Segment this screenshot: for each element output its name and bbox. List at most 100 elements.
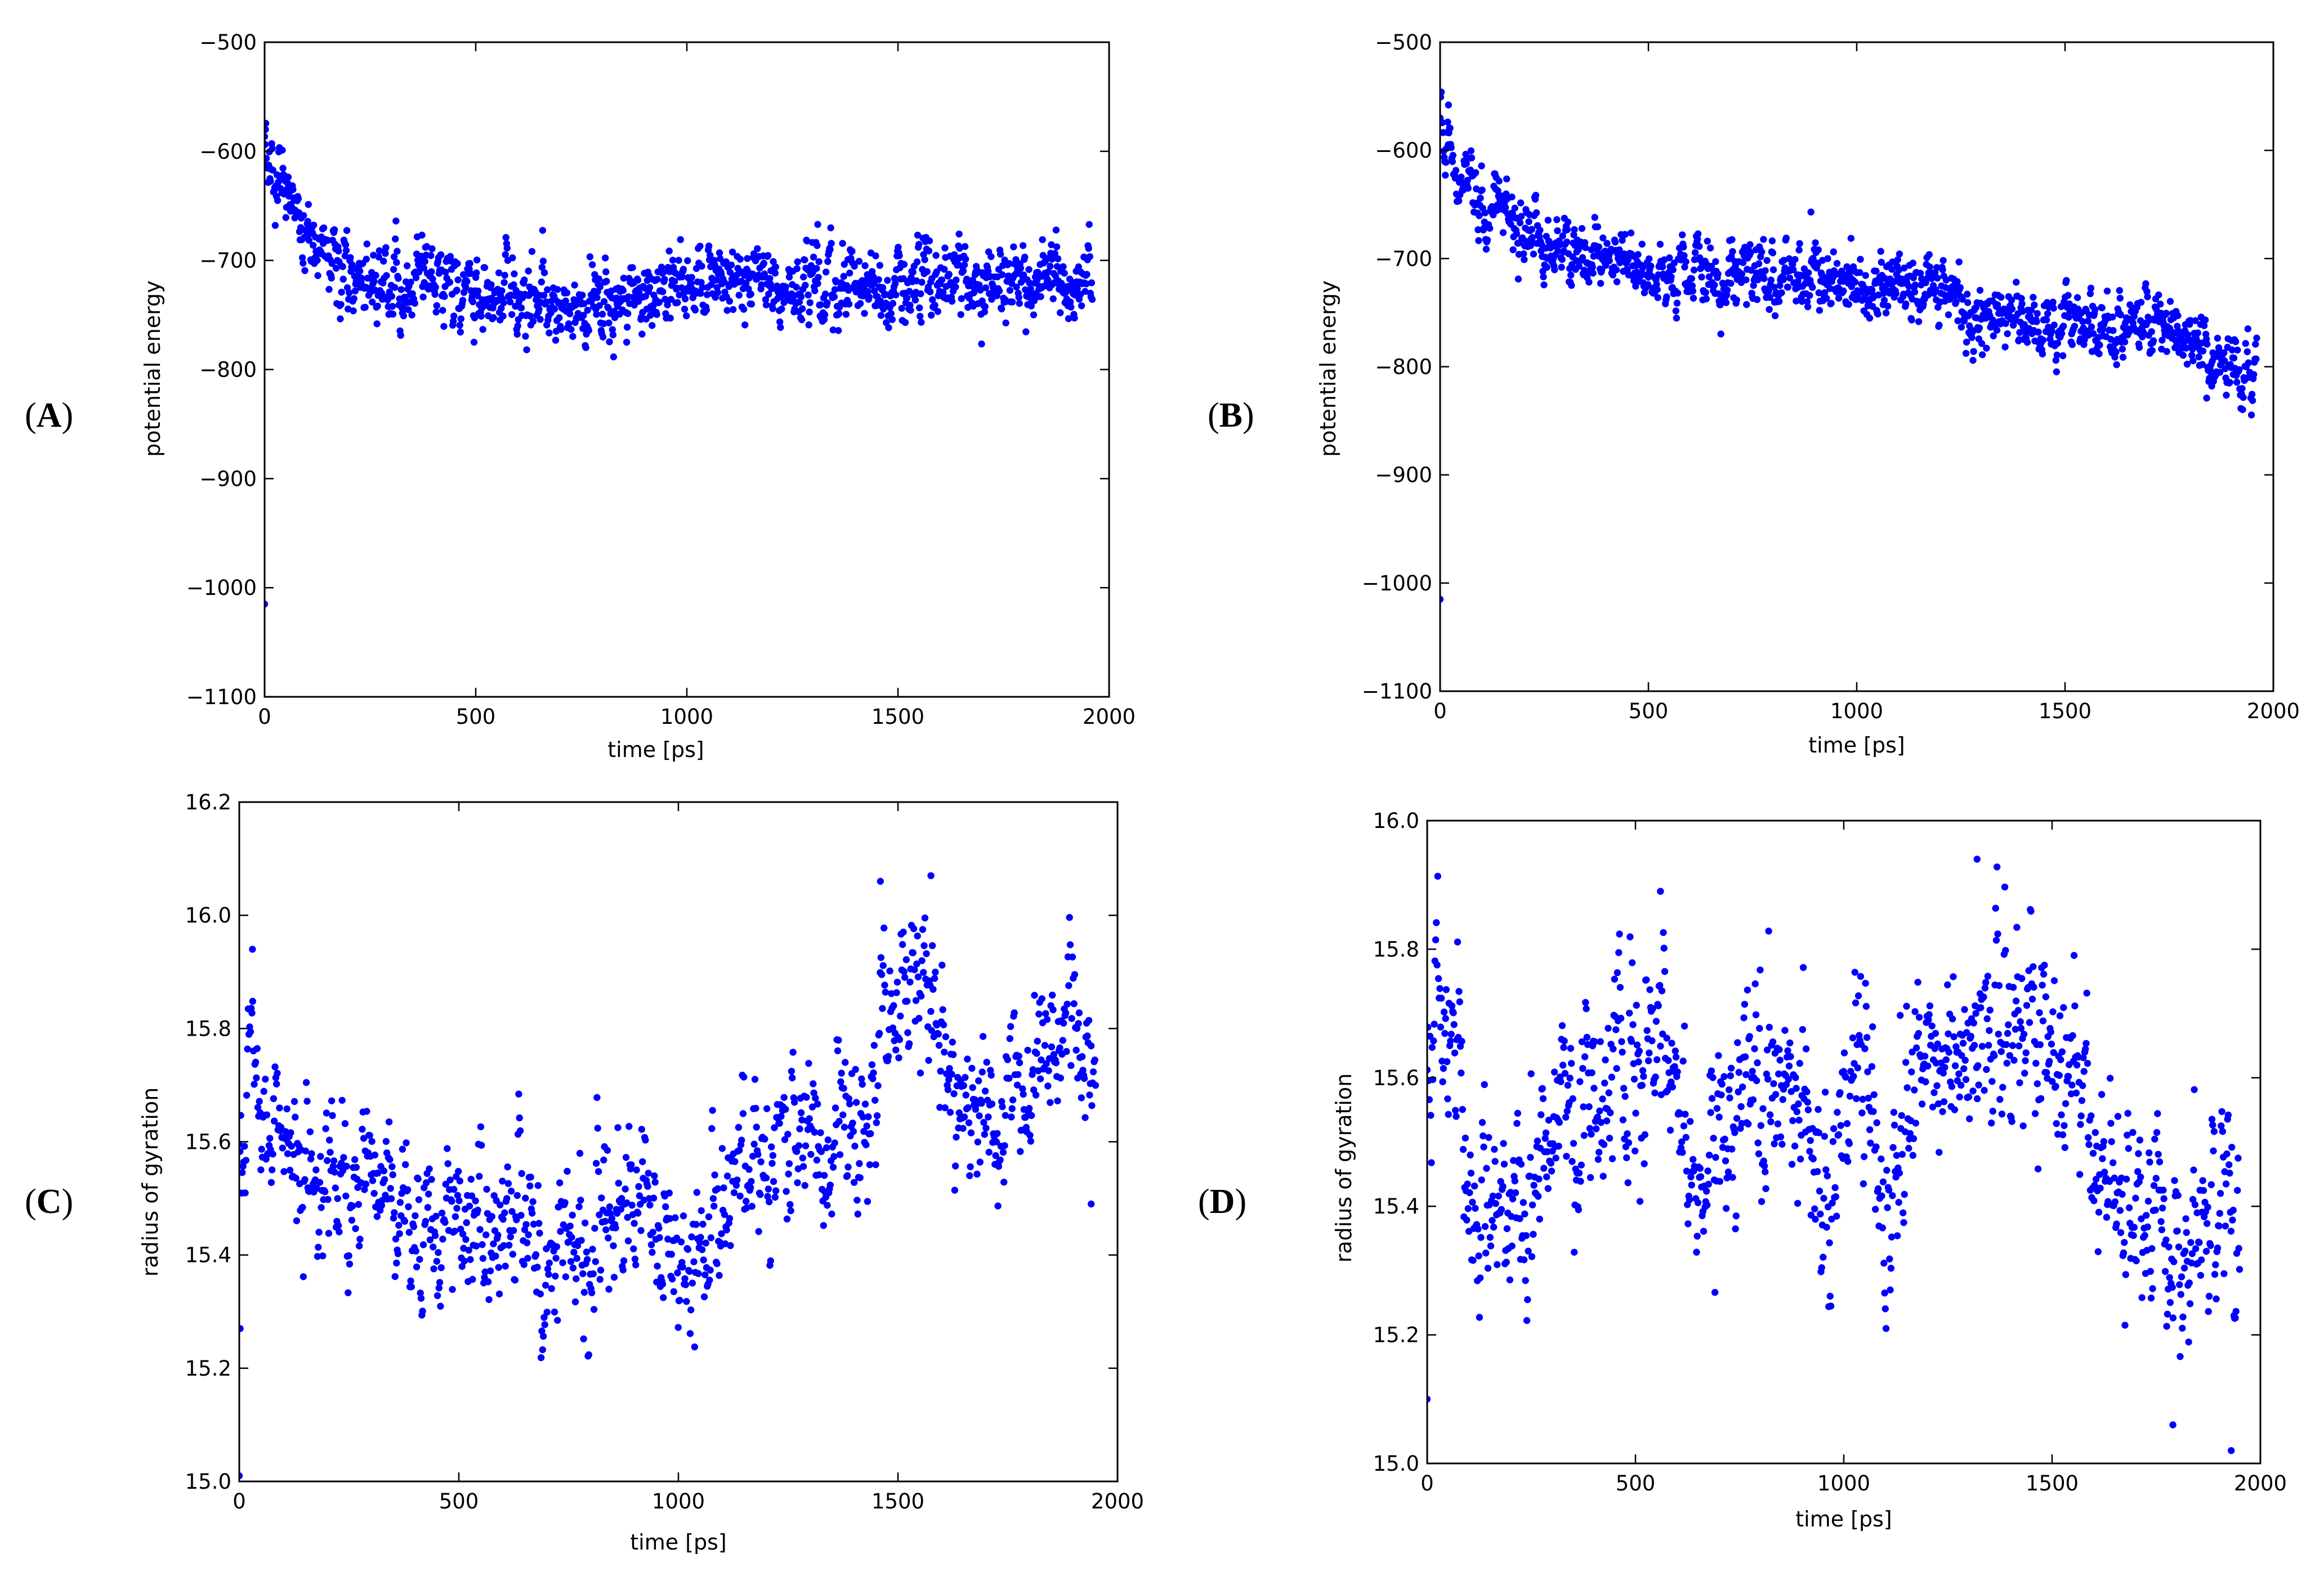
panel-b-data-point [1660, 256, 1668, 263]
panel-b-data-point [1447, 144, 1455, 151]
panel-a-data-point [872, 252, 879, 259]
panel-c-data-point [999, 1149, 1007, 1156]
panel-c-data-point [479, 1255, 487, 1262]
panel-d-data-point [1821, 1089, 1829, 1096]
panel-b-data-point [1815, 289, 1822, 297]
panel-a-data-point [830, 293, 838, 301]
panel-d-data-point [1564, 1081, 1572, 1089]
panel-d-data-point [1629, 1021, 1637, 1028]
panel-b-data-point [1793, 297, 1800, 305]
panel-d-data-point [1508, 1242, 1516, 1250]
panel-c-data-point [431, 1232, 439, 1239]
panel-b-data-point [1993, 326, 2001, 334]
panel-a-data-point [730, 306, 737, 314]
panel-c-data-point [299, 1203, 306, 1211]
panel-d-data-point [1628, 1038, 1635, 1045]
panel-d-data-point [1639, 1067, 1647, 1074]
panel-d-data-point [2001, 883, 2009, 891]
panel-b-data-point [1776, 282, 1784, 289]
panel-b-ytick-label: −1100 [1362, 679, 1432, 704]
panel-d-data-point [1867, 1139, 1874, 1147]
panel-b-data-point [1814, 246, 1822, 253]
panel-c-data-point [606, 1203, 614, 1211]
panel-a-data-point [814, 242, 821, 249]
panel-c-data-point [854, 1210, 861, 1218]
panel-d-data-point [1766, 1111, 1774, 1118]
panel-b-data-point [1478, 162, 1485, 169]
panel-d-data-point [1793, 1108, 1800, 1116]
panel-b-data-point [2064, 292, 2072, 299]
panel-c-data-point [852, 1065, 859, 1073]
panel-d-data-point [1527, 1070, 1535, 1077]
panel-d-data-point [1903, 1002, 1910, 1010]
panel-a-data-point [279, 146, 286, 154]
panel-a-data-point [806, 299, 814, 306]
panel-d-data-point [1441, 1029, 1449, 1037]
panel-d-data-point [1849, 1034, 1857, 1042]
panel-d-data-point [1561, 1037, 1568, 1045]
panel-c-data-point [425, 1190, 432, 1198]
panel-b-data-point [2044, 310, 2052, 317]
panel-d-data-point [1794, 1199, 1802, 1207]
panel-a-data-point [390, 253, 398, 261]
panel-d-data-point [1731, 1129, 1738, 1136]
panel-b-data-point [1599, 234, 1607, 241]
panel-c-data-point [1042, 1010, 1049, 1018]
panel-c-data-point [568, 1234, 575, 1241]
panel-a-data-point [824, 258, 832, 265]
panel-d-data-point [1618, 1038, 1625, 1045]
panel-b-data-point [1540, 281, 1548, 289]
panel-c-data-point [897, 1013, 904, 1020]
panel-c-data-point [1085, 1017, 1093, 1024]
panel-c-data-point [529, 1198, 537, 1206]
panel-a-data-point [765, 290, 772, 298]
panel-b-data-point [1606, 257, 1613, 265]
panel-a-data-point [691, 306, 699, 314]
panel-d-data-point [2015, 1042, 2023, 1050]
panel-a-data-point [361, 303, 369, 311]
panel-b-data-point [1895, 266, 1903, 274]
panel-d-data-point [1428, 1159, 1435, 1166]
panel-c-data-point [428, 1176, 435, 1183]
panel-b-data-point [1467, 166, 1474, 174]
panel-c-data-point [446, 1176, 454, 1184]
panel-a-data-point [726, 297, 734, 305]
panel-c-data-point [993, 1138, 1000, 1145]
panel-c-data-point [580, 1335, 587, 1342]
panel-c-data-point [583, 1248, 591, 1256]
panel-a-data-point [662, 296, 669, 303]
panel-b-data-point [1889, 258, 1896, 266]
panel-d-data-point [1890, 1109, 1898, 1116]
panel-c-data-point [720, 1184, 727, 1192]
panel-b-data-point [1482, 245, 1490, 253]
panel-c-xtick-label: 1000 [652, 1489, 705, 1514]
panel-d-data-point [1697, 1173, 1705, 1180]
panel-c-data-point [321, 1188, 329, 1196]
panel-c-data-point [348, 1216, 356, 1224]
panel-c-data-point [1086, 1091, 1093, 1099]
panel-c-data-point [944, 1086, 952, 1094]
panel-d-data-point [1478, 1176, 1485, 1184]
panel-a-data-point [598, 311, 606, 318]
panel-d-data-point [1833, 1212, 1840, 1220]
panel-a-data-point [390, 266, 397, 273]
panel-c-data-point [840, 1085, 847, 1092]
panel-c-data-point [732, 1181, 740, 1189]
panel-a-data-point [969, 276, 976, 284]
panel-c-data-point [880, 924, 888, 932]
panel-c-data-point [644, 1183, 651, 1190]
panel-b-data-point [1957, 324, 1965, 331]
panel-a-data-point [801, 256, 808, 263]
panel-b-data-point [2135, 344, 2143, 351]
panel-d-data-point [1651, 1089, 1659, 1097]
panel-a-data-point [653, 311, 660, 318]
panel-a-data-point [1051, 250, 1059, 257]
panel-c-data-point [391, 1209, 398, 1216]
panel-b-data-point [2088, 323, 2095, 330]
panel-a-data-point [582, 344, 589, 351]
panel-c-data-point [676, 1296, 683, 1304]
panel-d-data-point [1787, 1088, 1795, 1095]
panel-a-data-point [503, 244, 511, 252]
panel-c-data-point [754, 1150, 762, 1158]
panel-a-data-point [442, 268, 449, 276]
